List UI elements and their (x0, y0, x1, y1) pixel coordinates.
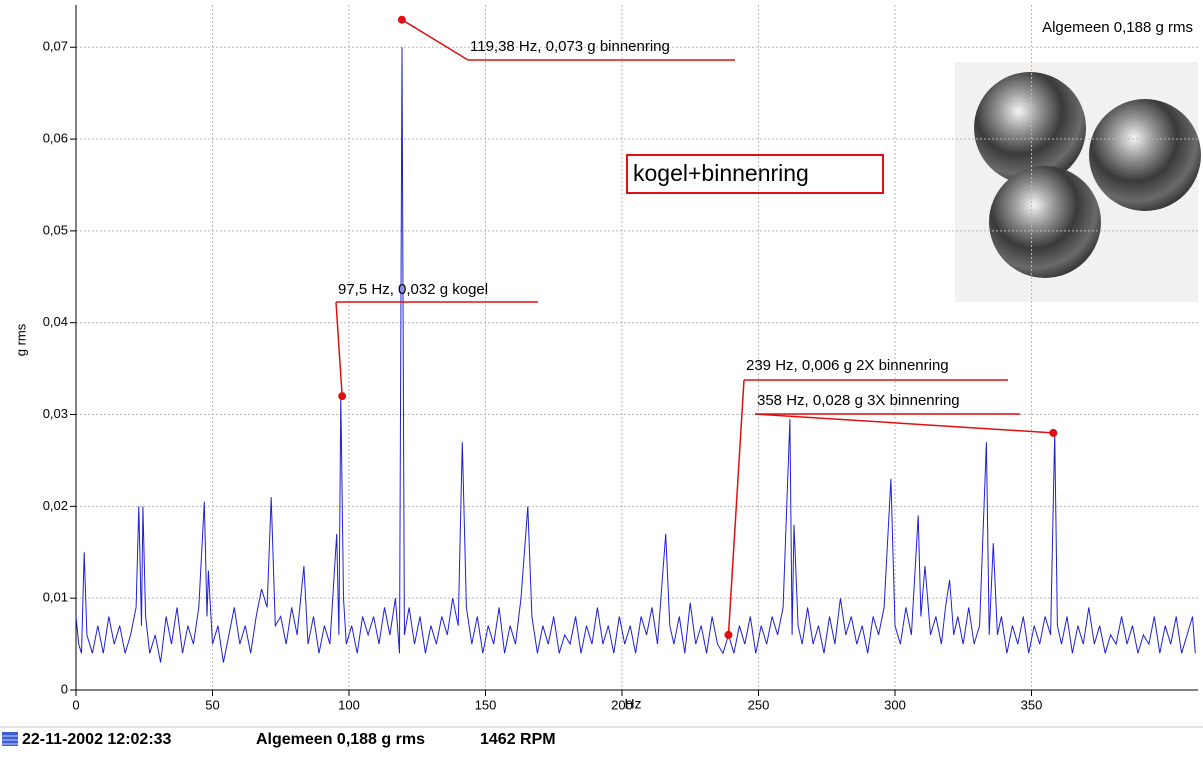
x-tick-label: 150 (475, 697, 497, 712)
annotation-label: 97,5 Hz, 0,032 g kogel (338, 281, 488, 298)
x-tick-label: 100 (338, 697, 360, 712)
footer-icon (2, 732, 18, 746)
annotation-label: 239 Hz, 0,006 g 2X binnenring (746, 357, 949, 374)
annotation-marker (398, 16, 406, 24)
annotation-marker (1049, 429, 1057, 437)
annotation-leader (728, 380, 744, 635)
y-tick-label: 0 (61, 681, 68, 696)
y-tick-label: 0,01 (43, 590, 68, 605)
annotation-marker (338, 392, 346, 400)
x-tick-label: 300 (884, 697, 906, 712)
annotation-label: 119,38 Hz, 0,073 g binnenring (470, 38, 670, 55)
annotation-leader (755, 414, 1053, 433)
annotation-marker (724, 631, 732, 639)
x-tick-label: 350 (1021, 697, 1043, 712)
annotation-label: 358 Hz, 0,028 g 3X binnenring (757, 392, 960, 409)
footer-speed: 1462 RPM (480, 731, 556, 748)
chart: 00,010,020,030,040,050,060,0705010015020… (0, 0, 1203, 765)
x-tick-label: 50 (205, 697, 219, 712)
x-tick-label: 250 (748, 697, 770, 712)
bearing-photo (955, 62, 1201, 302)
annotation-leader (336, 302, 342, 396)
y-tick-label: 0,05 (43, 222, 68, 237)
x-axis-label: Hz (624, 696, 641, 712)
y-tick-label: 0,02 (43, 498, 68, 513)
y-tick-label: 0,06 (43, 130, 68, 145)
x-tick-label: 0 (72, 697, 79, 712)
y-tick-label: 0,04 (43, 314, 68, 329)
footer-overall: Algemeen 0,188 g rms (256, 731, 425, 748)
y-tick-label: 0,07 (43, 39, 68, 54)
overall-label: Algemeen 0,188 g rms (1042, 19, 1193, 36)
footer-timestamp: 22-11-2002 12:02:33 (22, 731, 172, 748)
annotation-leader (402, 20, 468, 60)
box-label: kogel+binnenring (633, 160, 809, 186)
y-axis-label: g rms (13, 323, 28, 356)
y-tick-label: 0,03 (43, 406, 68, 421)
